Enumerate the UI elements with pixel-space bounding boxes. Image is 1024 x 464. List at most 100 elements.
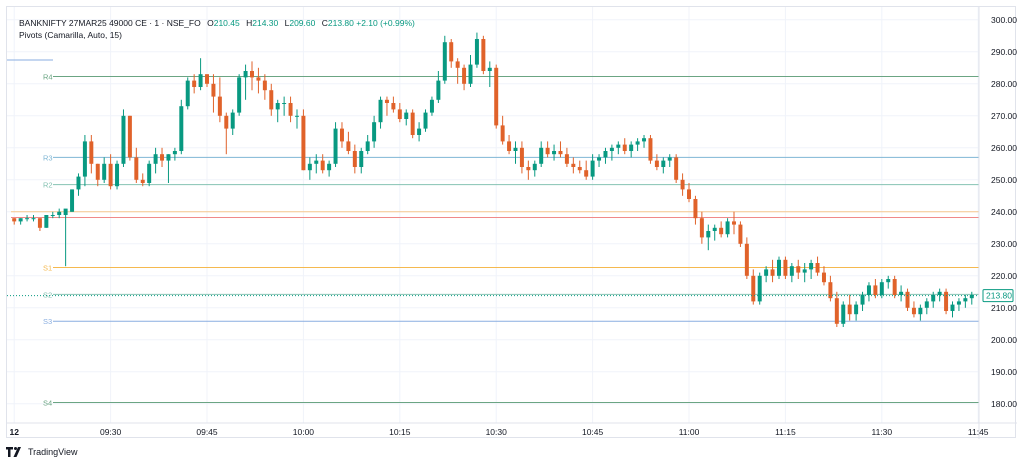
candle[interactable] bbox=[847, 295, 852, 321]
candle[interactable] bbox=[918, 304, 923, 321]
candle[interactable] bbox=[372, 115, 377, 148]
candle[interactable] bbox=[365, 135, 370, 155]
candle[interactable] bbox=[50, 211, 55, 219]
candle[interactable] bbox=[327, 160, 332, 177]
candle[interactable] bbox=[937, 288, 942, 302]
candle[interactable] bbox=[577, 160, 582, 174]
candle[interactable] bbox=[564, 147, 569, 167]
candle[interactable] bbox=[410, 109, 415, 139]
candle[interactable] bbox=[455, 58, 460, 84]
candle[interactable] bbox=[552, 144, 557, 161]
candle[interactable] bbox=[224, 112, 229, 155]
candle[interactable] bbox=[680, 173, 685, 196]
candle[interactable] bbox=[31, 215, 36, 222]
candle[interactable] bbox=[642, 135, 647, 148]
candle[interactable] bbox=[674, 154, 679, 183]
candle[interactable] bbox=[108, 154, 113, 190]
candle[interactable] bbox=[198, 58, 203, 91]
candle[interactable] bbox=[854, 301, 859, 321]
candle[interactable] bbox=[436, 71, 441, 103]
candle[interactable] bbox=[751, 269, 756, 305]
candle[interactable] bbox=[687, 183, 692, 203]
candle[interactable] bbox=[507, 135, 512, 155]
candle[interactable] bbox=[449, 39, 454, 68]
candle[interactable] bbox=[873, 279, 878, 299]
candle[interactable] bbox=[147, 160, 152, 187]
candle[interactable] bbox=[89, 135, 94, 174]
candle[interactable] bbox=[429, 96, 434, 116]
candle[interactable] bbox=[956, 298, 961, 311]
candle[interactable] bbox=[76, 173, 81, 196]
candle[interactable] bbox=[776, 256, 781, 279]
candle[interactable] bbox=[185, 77, 190, 110]
candle[interactable] bbox=[603, 147, 608, 164]
symbol-legend[interactable]: BANKNIFTY 27MAR25 49000 CE · 1 · NSE_FO … bbox=[19, 17, 415, 30]
candle[interactable] bbox=[82, 135, 87, 187]
candle[interactable] bbox=[397, 103, 402, 123]
candle[interactable] bbox=[616, 141, 621, 155]
candle[interactable] bbox=[121, 109, 126, 167]
candle[interactable] bbox=[879, 279, 884, 299]
candle[interactable] bbox=[828, 275, 833, 302]
candle[interactable] bbox=[944, 288, 949, 315]
candle[interactable] bbox=[307, 157, 312, 180]
candle[interactable] bbox=[526, 160, 531, 180]
candle[interactable] bbox=[288, 96, 293, 123]
candle[interactable] bbox=[70, 189, 75, 212]
candle[interactable] bbox=[12, 218, 17, 225]
candle[interactable] bbox=[205, 74, 210, 87]
candle[interactable] bbox=[320, 154, 325, 174]
candle[interactable] bbox=[262, 74, 267, 100]
candle[interactable] bbox=[732, 211, 736, 235]
candle[interactable] bbox=[134, 147, 139, 183]
candle[interactable] bbox=[339, 122, 344, 148]
candle[interactable] bbox=[500, 115, 505, 145]
candle[interactable] bbox=[597, 154, 602, 167]
candle[interactable] bbox=[481, 35, 486, 75]
candle[interactable] bbox=[314, 154, 319, 174]
candle[interactable] bbox=[378, 96, 383, 129]
candle[interactable] bbox=[744, 237, 749, 279]
candle[interactable] bbox=[796, 259, 801, 279]
candle[interactable] bbox=[667, 154, 672, 167]
candle[interactable] bbox=[545, 141, 550, 158]
candle[interactable] bbox=[519, 141, 524, 174]
candle[interactable] bbox=[250, 61, 254, 91]
candle[interactable] bbox=[892, 275, 897, 299]
candle[interactable] bbox=[423, 109, 428, 132]
candle[interactable] bbox=[725, 218, 730, 238]
candle[interactable] bbox=[648, 135, 653, 164]
candle[interactable] bbox=[834, 291, 839, 327]
candle[interactable] bbox=[468, 55, 473, 87]
candle[interactable] bbox=[160, 147, 165, 167]
candle[interactable] bbox=[635, 138, 640, 151]
tradingview-logo[interactable]: TradingView bbox=[6, 447, 78, 457]
candle[interactable] bbox=[821, 266, 826, 286]
candle[interactable] bbox=[57, 208, 62, 219]
candles[interactable] bbox=[12, 32, 974, 327]
candle[interactable] bbox=[969, 291, 974, 305]
candle[interactable] bbox=[950, 301, 955, 318]
candle[interactable] bbox=[860, 291, 865, 311]
candle[interactable] bbox=[712, 224, 717, 241]
candle[interactable] bbox=[764, 266, 769, 283]
candle[interactable] bbox=[924, 298, 929, 315]
candle[interactable] bbox=[217, 77, 222, 123]
candle[interactable] bbox=[699, 211, 704, 244]
candle[interactable] bbox=[192, 74, 197, 94]
candle[interactable] bbox=[815, 256, 820, 276]
candle[interactable] bbox=[256, 67, 261, 94]
candle[interactable] bbox=[789, 263, 794, 283]
candle[interactable] bbox=[275, 99, 280, 123]
price-chart[interactable]: R4 R3 R2 S1 S2 S3 S4 300.00 290.00 280.00 270.00 2… bbox=[7, 7, 1017, 439]
candle[interactable] bbox=[539, 141, 544, 167]
candle[interactable] bbox=[269, 83, 274, 116]
candle[interactable] bbox=[462, 64, 467, 91]
candle[interactable] bbox=[179, 99, 184, 155]
candle[interactable] bbox=[18, 218, 23, 225]
candle[interactable] bbox=[911, 301, 916, 318]
candle[interactable] bbox=[532, 160, 537, 177]
candle[interactable] bbox=[661, 157, 666, 174]
candle[interactable] bbox=[629, 141, 634, 158]
candle[interactable] bbox=[384, 96, 389, 116]
